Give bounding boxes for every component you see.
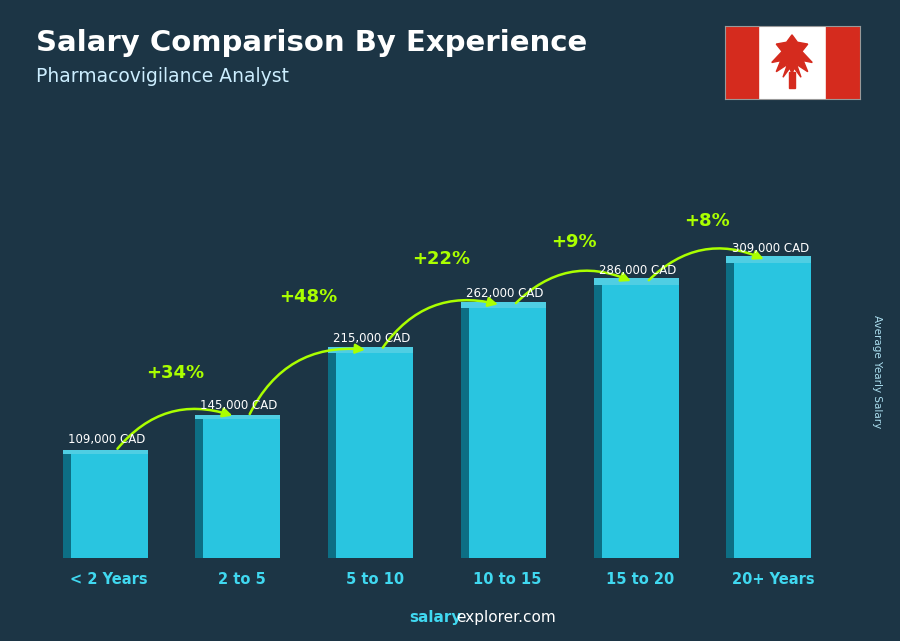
Bar <box>789 72 795 88</box>
Bar <box>726 263 734 558</box>
Text: +34%: +34% <box>147 365 204 383</box>
Polygon shape <box>772 35 813 77</box>
Bar <box>195 419 203 558</box>
Bar <box>726 256 812 263</box>
Text: Average Yearly Salary: Average Yearly Salary <box>872 315 883 428</box>
Text: Pharmacovigilance Analyst: Pharmacovigilance Analyst <box>36 67 289 87</box>
Text: explorer.com: explorer.com <box>456 610 556 625</box>
Bar <box>203 419 280 558</box>
Text: salary: salary <box>410 610 462 625</box>
Text: 286,000 CAD: 286,000 CAD <box>598 264 676 278</box>
Text: 309,000 CAD: 309,000 CAD <box>732 242 809 256</box>
Bar <box>63 450 148 454</box>
Text: 109,000 CAD: 109,000 CAD <box>68 433 145 446</box>
Bar <box>70 454 148 558</box>
Text: +22%: +22% <box>412 250 470 268</box>
Bar <box>734 263 812 558</box>
Text: +8%: +8% <box>684 212 729 230</box>
Bar <box>63 454 70 558</box>
Bar <box>594 278 679 285</box>
Bar <box>336 353 413 558</box>
Text: 262,000 CAD: 262,000 CAD <box>466 287 544 300</box>
Text: 145,000 CAD: 145,000 CAD <box>201 399 278 412</box>
Bar <box>461 308 469 558</box>
Bar <box>826 26 860 99</box>
Text: Salary Comparison By Experience: Salary Comparison By Experience <box>36 29 587 57</box>
Bar <box>602 285 679 558</box>
Bar <box>594 285 602 558</box>
Bar <box>328 347 413 353</box>
Bar <box>328 353 336 558</box>
Bar <box>195 415 280 419</box>
Bar <box>724 26 758 99</box>
Bar <box>469 308 546 558</box>
Bar <box>461 301 546 308</box>
Text: +9%: +9% <box>551 233 597 251</box>
Text: 215,000 CAD: 215,000 CAD <box>333 332 410 345</box>
Text: +48%: +48% <box>279 288 338 306</box>
